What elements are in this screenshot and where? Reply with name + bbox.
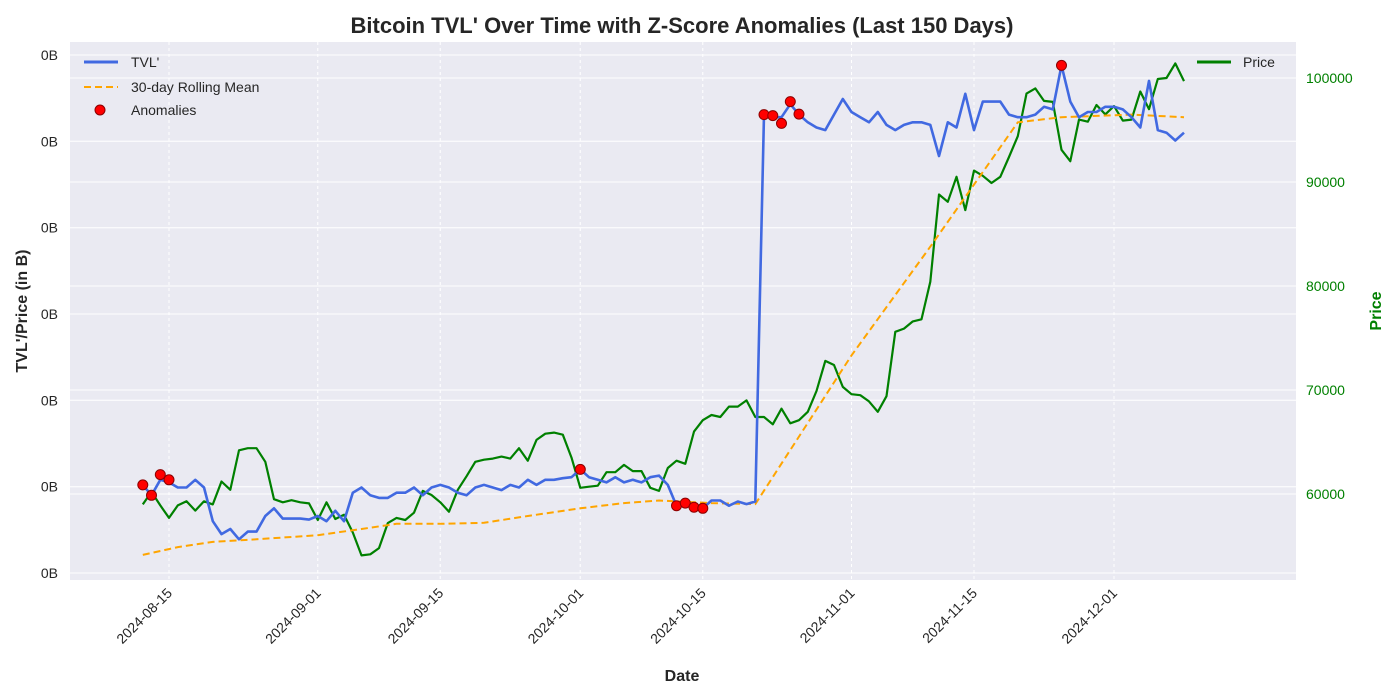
y-tick-label: 0B	[41, 220, 58, 236]
legend-left: TVL' 30-day Rolling Mean Anomalies	[84, 54, 259, 118]
plot-area	[70, 42, 1296, 580]
anomaly-point	[1056, 59, 1067, 71]
legend-anomaly-label: Anomalies	[131, 102, 196, 118]
anomaly-point	[146, 489, 157, 501]
y2-tick-label: 90000	[1306, 174, 1345, 190]
y-tick-label: 0B	[41, 47, 58, 63]
anomaly-point	[154, 469, 166, 481]
anomaly-point	[793, 108, 805, 120]
y2-axis-label: Price	[1368, 291, 1385, 330]
legend-price-label: Price	[1243, 54, 1275, 70]
anomaly-point	[767, 110, 779, 122]
y-axis-label: TVL'/Price (in B)	[14, 250, 31, 373]
rolling-mean-line	[142, 113, 1185, 556]
anomaly-layer	[137, 59, 1067, 514]
anomaly-point	[784, 96, 796, 108]
tvl-line	[141, 64, 1185, 541]
y-tick-label: 0B	[41, 565, 58, 581]
y2-tick-label: 80000	[1306, 278, 1345, 294]
grid	[70, 42, 1296, 580]
y-axis-ticks: 0B 0B 0B 0B 0B 0B 0B	[41, 47, 58, 581]
y-tick-label: 0B	[41, 392, 58, 408]
y2-axis-ticks: 60000 70000 80000 90000 100000	[1306, 70, 1353, 502]
y2-tick-label: 60000	[1306, 486, 1345, 502]
legend-tvl-label: TVL'	[131, 54, 159, 70]
anomaly-point	[697, 502, 709, 514]
anomaly-point	[137, 479, 149, 491]
chart-title: Bitcoin TVL' Over Time with Z-Score Anom…	[351, 13, 1014, 38]
y-tick-label: 0B	[41, 479, 58, 495]
anomaly-point	[679, 497, 691, 509]
anomaly-point	[163, 474, 175, 486]
legend-anomaly-swatch	[94, 104, 106, 116]
anomaly-point	[776, 117, 787, 129]
y2-tick-label: 100000	[1306, 70, 1353, 86]
legend-right: Price	[1197, 54, 1275, 70]
anomaly-point	[574, 463, 586, 475]
y2-tick-label: 70000	[1306, 382, 1345, 398]
y-tick-label: 0B	[41, 306, 58, 322]
legend-rolling-label: 30-day Rolling Mean	[131, 79, 259, 95]
x-axis-label: Date	[665, 668, 700, 685]
y-tick-label: 0B	[41, 133, 58, 149]
series-layer	[141, 62, 1185, 557]
